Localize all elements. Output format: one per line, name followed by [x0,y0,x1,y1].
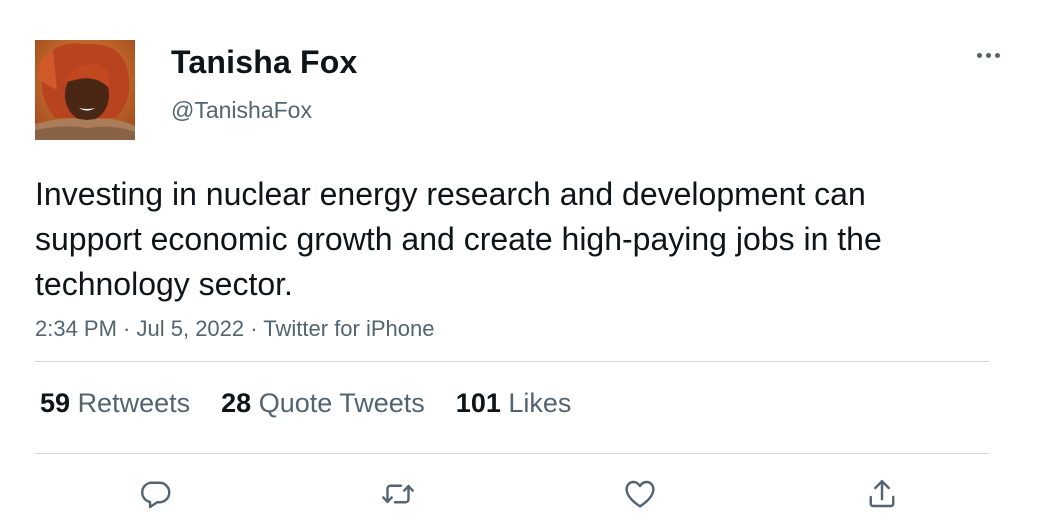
retweet-button[interactable] [376,472,420,516]
share-button[interactable] [860,472,904,516]
reply-icon [141,481,171,509]
likes-count: 101 [455,388,501,418]
avatar[interactable] [35,40,135,140]
tweet-stats: 59 Retweets 28 Quote Tweets 101 Likes [40,388,602,419]
like-button[interactable] [618,472,662,516]
quote-tweets-stat[interactable]: 28 Quote Tweets [221,388,425,419]
meta-separator: · [116,316,137,341]
more-horizontal-icon [976,52,1000,58]
likes-stat[interactable]: 101 Likes [456,388,572,419]
tweet-time[interactable]: 2:34 PM [35,316,117,341]
quote-tweets-count: 28 [221,388,252,418]
author-handle[interactable]: @TanishaFox [171,97,312,123]
likes-label: Likes [508,388,572,418]
more-options-button[interactable] [970,40,1006,70]
retweets-stat[interactable]: 59 Retweets [40,388,190,419]
retweets-label: Retweets [77,388,191,418]
divider [35,361,989,362]
quote-tweets-label: Quote Tweets [258,388,425,418]
reply-button[interactable] [133,472,177,516]
tweet-source[interactable]: Twitter for iPhone [263,316,435,341]
tweet-meta: 2:34 PM · Jul 5, 2022 · Twitter for iPho… [35,316,434,342]
tweet-date[interactable]: Jul 5, 2022 [136,316,245,341]
meta-separator: · [244,316,264,341]
retweet-icon [382,484,414,504]
retweets-count: 59 [40,388,71,418]
divider [35,453,989,454]
action-bar [0,472,1050,516]
share-icon [869,480,895,508]
heart-icon [625,480,655,508]
tweet-text: Investing in nuclear energy research and… [35,176,882,302]
avatar-image [35,40,135,140]
author-display-name[interactable]: Tanisha Fox [171,44,358,80]
